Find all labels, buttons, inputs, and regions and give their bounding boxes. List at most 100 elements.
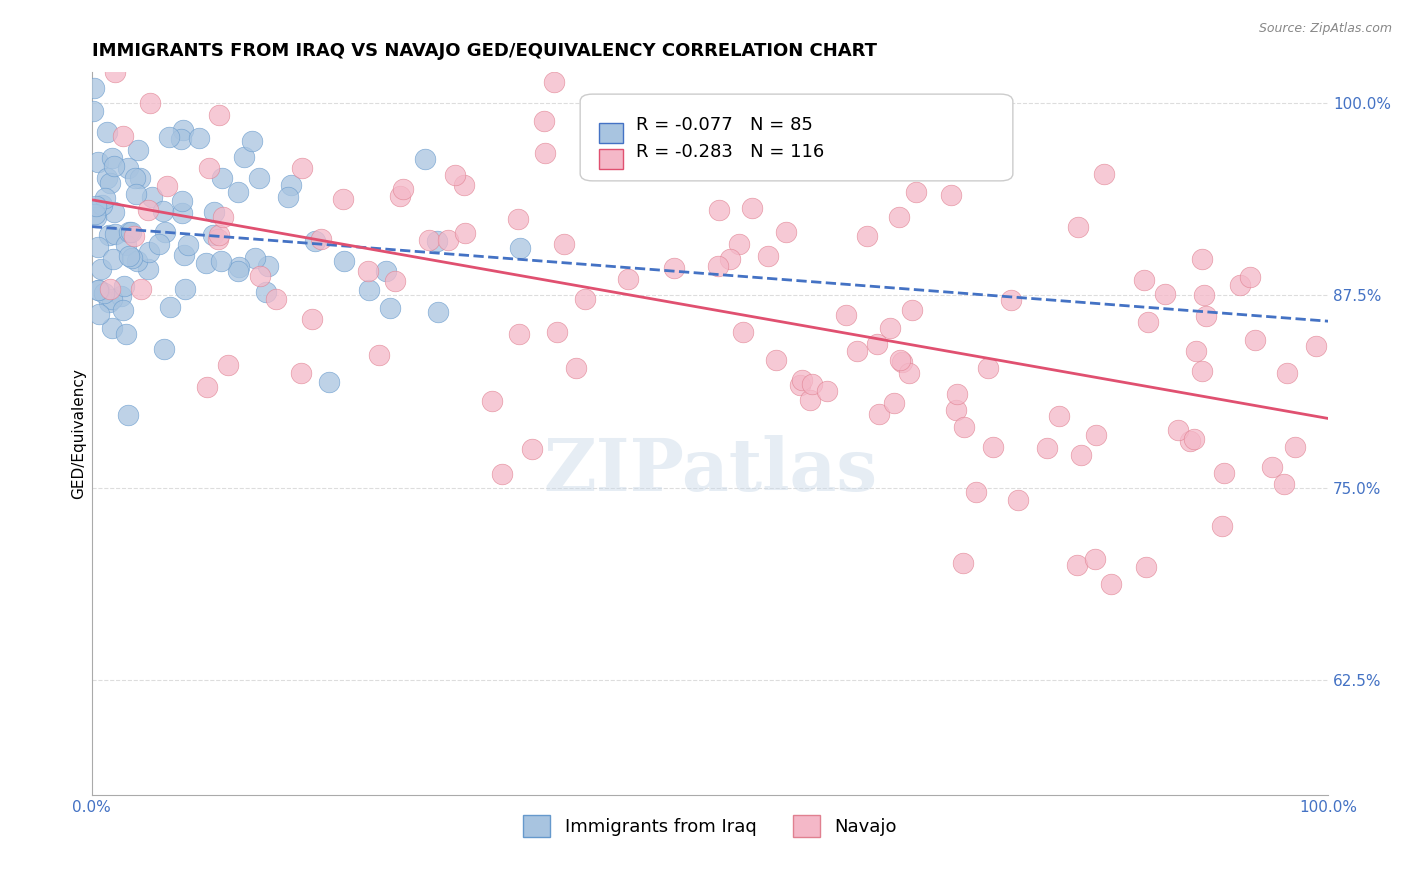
- Point: [543, 75, 565, 89]
- Point: [879, 321, 901, 335]
- Point: [156, 179, 179, 194]
- Point: [82, 103, 104, 118]
- Point: [491, 467, 513, 482]
- FancyBboxPatch shape: [581, 95, 1012, 181]
- Point: [104, 65, 127, 79]
- Point: [453, 178, 475, 192]
- Point: [709, 202, 731, 217]
- Point: [141, 190, 163, 204]
- Point: [391, 182, 413, 196]
- Point: [756, 249, 779, 263]
- Point: [103, 252, 125, 267]
- Point: [148, 237, 170, 252]
- Point: [228, 260, 250, 274]
- Point: [301, 311, 323, 326]
- Point: [232, 150, 254, 164]
- Point: [1305, 339, 1327, 353]
- Point: [378, 301, 401, 315]
- Point: [939, 188, 962, 202]
- Point: [202, 227, 225, 242]
- Point: [1099, 577, 1122, 591]
- Point: [217, 358, 239, 372]
- Point: [1135, 560, 1157, 574]
- Point: [1229, 277, 1251, 292]
- Point: [945, 402, 967, 417]
- Point: [117, 408, 139, 422]
- Point: [118, 225, 141, 239]
- Point: [359, 283, 381, 297]
- Point: [718, 252, 741, 266]
- Point: [1191, 252, 1213, 266]
- Point: [112, 303, 135, 318]
- Point: [1132, 272, 1154, 286]
- Text: IMMIGRANTS FROM IRAQ VS NAVAJO GED/EQUIVALENCY CORRELATION CHART: IMMIGRANTS FROM IRAQ VS NAVAJO GED/EQUIV…: [91, 42, 877, 60]
- Point: [564, 361, 586, 376]
- Point: [277, 190, 299, 204]
- Point: [427, 305, 450, 319]
- Point: [389, 188, 412, 202]
- Point: [89, 307, 111, 321]
- Point: [91, 198, 114, 212]
- Point: [152, 204, 174, 219]
- Point: [170, 194, 193, 208]
- Point: [1182, 432, 1205, 446]
- Point: [1066, 558, 1088, 573]
- Point: [1047, 409, 1070, 424]
- Point: [155, 225, 177, 239]
- Point: [207, 232, 229, 246]
- Point: [898, 366, 921, 380]
- Text: R = -0.077   N = 85: R = -0.077 N = 85: [636, 116, 813, 134]
- Point: [100, 321, 122, 335]
- Point: [905, 185, 928, 199]
- Point: [318, 375, 340, 389]
- Point: [257, 260, 280, 274]
- Point: [195, 380, 218, 394]
- FancyBboxPatch shape: [599, 149, 623, 169]
- Point: [952, 556, 974, 570]
- Point: [333, 253, 356, 268]
- Point: [139, 96, 162, 111]
- Point: [889, 210, 911, 224]
- Point: [96, 171, 118, 186]
- Point: [413, 153, 436, 167]
- Point: [965, 485, 987, 500]
- FancyBboxPatch shape: [599, 123, 623, 143]
- Point: [208, 108, 231, 122]
- Point: [280, 178, 302, 192]
- Point: [1167, 423, 1189, 437]
- Point: [101, 151, 124, 165]
- Point: [136, 261, 159, 276]
- Point: [835, 308, 858, 322]
- Point: [120, 225, 142, 239]
- Text: ZIPatlas: ZIPatlas: [543, 434, 877, 506]
- Point: [209, 254, 232, 268]
- Point: [226, 264, 249, 278]
- Point: [855, 229, 877, 244]
- Point: [89, 283, 111, 297]
- Point: [87, 240, 110, 254]
- Point: [546, 326, 568, 340]
- Point: [357, 264, 380, 278]
- Text: Source: ZipAtlas.com: Source: ZipAtlas.com: [1258, 22, 1392, 36]
- Point: [533, 113, 555, 128]
- Point: [815, 384, 838, 398]
- Point: [1000, 293, 1022, 307]
- Point: [508, 326, 530, 341]
- Point: [617, 271, 640, 285]
- Point: [245, 251, 267, 265]
- Point: [125, 187, 148, 202]
- Point: [103, 205, 125, 219]
- Point: [696, 124, 718, 138]
- Point: [453, 226, 475, 240]
- Point: [90, 262, 112, 277]
- Point: [1035, 441, 1057, 455]
- Point: [98, 282, 121, 296]
- Point: [304, 234, 326, 248]
- Point: [112, 129, 135, 144]
- Point: [1094, 168, 1116, 182]
- Point: [212, 211, 235, 225]
- Point: [115, 238, 138, 252]
- Point: [1284, 440, 1306, 454]
- Point: [534, 145, 557, 160]
- Point: [172, 123, 194, 137]
